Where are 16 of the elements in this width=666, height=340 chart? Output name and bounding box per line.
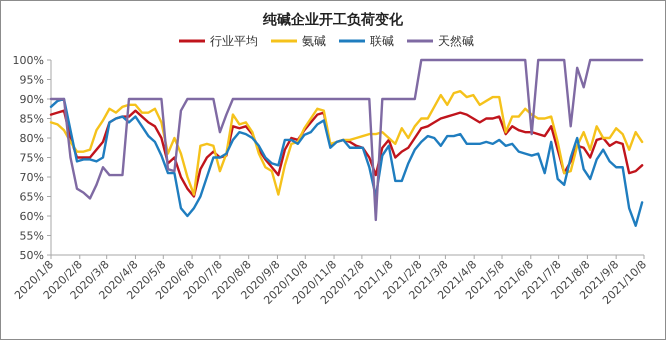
y-tick-label: 50% — [20, 249, 44, 262]
y-tick-label: 90% — [20, 93, 44, 106]
y-tick-label: 55% — [20, 230, 44, 242]
legend-label: 氨碱 — [302, 34, 326, 48]
legend-label: 天然碱 — [438, 34, 474, 48]
legend-label: 联碱 — [370, 34, 394, 48]
y-tick-label: 75% — [20, 152, 44, 164]
y-tick-label: 70% — [20, 171, 44, 184]
y-tick-label: 95% — [20, 74, 44, 86]
y-tick-label: 100% — [12, 54, 44, 67]
legend-label: 行业平均 — [210, 34, 258, 48]
y-tick-label: 60% — [20, 210, 44, 223]
y-tick-label: 85% — [20, 112, 44, 126]
y-tick-label: 65% — [20, 190, 44, 204]
y-tick-label: 80% — [20, 132, 44, 145]
chart-title: 纯碱企业开工负荷变化 — [262, 11, 404, 28]
